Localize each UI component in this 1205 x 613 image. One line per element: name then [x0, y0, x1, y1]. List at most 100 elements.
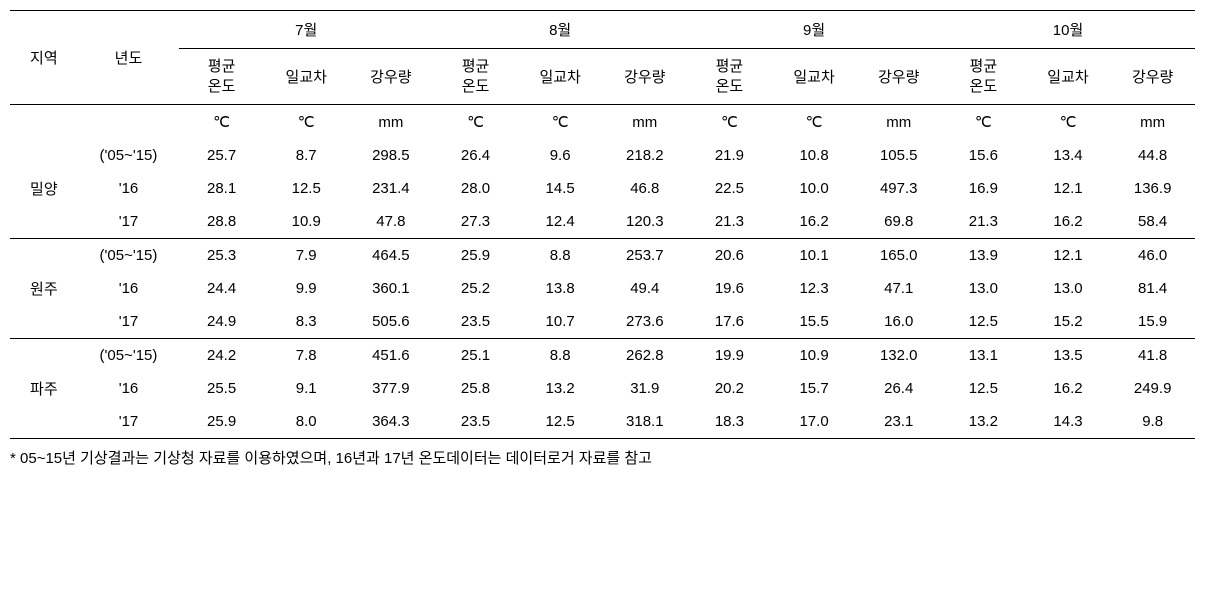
data-cell: 9.8	[1110, 405, 1195, 439]
data-cell: 10.1	[772, 239, 857, 273]
data-cell: 12.5	[264, 172, 349, 205]
region-name: 파주	[10, 339, 78, 439]
unit-temp: ℃	[264, 105, 349, 140]
year-cell: '17	[78, 305, 180, 339]
data-cell: 8.7	[264, 139, 349, 172]
climate-data-table: 지역 년도 7월 8월 9월 10월 평균온도 일교차 강우량 평균온도 일교차…	[10, 10, 1195, 439]
data-cell: 26.4	[856, 372, 941, 405]
year-cell: ('05~'15)	[78, 339, 180, 373]
unit-temp: ℃	[518, 105, 603, 140]
data-cell: 9.1	[264, 372, 349, 405]
region-name: 원주	[10, 239, 78, 339]
data-cell: 25.9	[433, 239, 518, 273]
data-cell: 13.2	[941, 405, 1026, 439]
data-cell: 8.8	[518, 339, 603, 373]
data-cell: 17.0	[772, 405, 857, 439]
header-month-9: 9월	[687, 11, 941, 49]
unit-mm: mm	[856, 105, 941, 140]
data-cell: 15.5	[772, 305, 857, 339]
data-cell: 58.4	[1110, 205, 1195, 239]
unit-temp: ℃	[433, 105, 518, 140]
data-cell: 464.5	[349, 239, 434, 273]
unit-mm: mm	[349, 105, 434, 140]
data-cell: 231.4	[349, 172, 434, 205]
unit-temp: ℃	[179, 105, 264, 140]
data-cell: 12.3	[772, 272, 857, 305]
data-cell: 28.8	[179, 205, 264, 239]
data-cell: 15.7	[772, 372, 857, 405]
data-cell: 105.5	[856, 139, 941, 172]
data-cell: 16.0	[856, 305, 941, 339]
data-cell: 13.0	[941, 272, 1026, 305]
data-cell: 49.4	[602, 272, 687, 305]
data-cell: 46.0	[1110, 239, 1195, 273]
data-cell: 318.1	[602, 405, 687, 439]
data-cell: 249.9	[1110, 372, 1195, 405]
data-cell: 10.7	[518, 305, 603, 339]
data-cell: 25.9	[179, 405, 264, 439]
data-cell: 505.6	[349, 305, 434, 339]
data-cell: 17.6	[687, 305, 772, 339]
header-month-7: 7월	[179, 11, 433, 49]
header-avg-temp-7: 평균온도	[179, 49, 264, 105]
data-cell: 7.8	[264, 339, 349, 373]
data-cell: 41.8	[1110, 339, 1195, 373]
data-cell: 377.9	[349, 372, 434, 405]
data-cell: 23.5	[433, 305, 518, 339]
data-cell: 25.8	[433, 372, 518, 405]
header-daily-range-7: 일교차	[264, 49, 349, 105]
header-year: 년도	[78, 11, 180, 105]
data-cell: 25.7	[179, 139, 264, 172]
data-cell: 19.9	[687, 339, 772, 373]
table-row: '1725.98.0364.323.512.5318.118.317.023.1…	[10, 405, 1195, 439]
table-row: '1724.98.3505.623.510.7273.617.615.516.0…	[10, 305, 1195, 339]
table-row: '1625.59.1377.925.813.231.920.215.726.41…	[10, 372, 1195, 405]
year-cell: '17	[78, 205, 180, 239]
units-row: ℃℃mm℃℃mm℃℃mm℃℃mm	[10, 105, 1195, 140]
header-avg-temp-8: 평균온도	[433, 49, 518, 105]
footnote-text: * 05~15년 기상결과는 기상청 자료를 이용하였으며, 16년과 17년 …	[10, 447, 1195, 471]
data-cell: 25.5	[179, 372, 264, 405]
data-cell: 14.5	[518, 172, 603, 205]
data-cell: 13.8	[518, 272, 603, 305]
data-cell: 20.2	[687, 372, 772, 405]
data-cell: 12.4	[518, 205, 603, 239]
region-name: 밀양	[10, 139, 78, 239]
data-cell: 23.1	[856, 405, 941, 439]
data-cell: 12.5	[941, 372, 1026, 405]
data-cell: 26.4	[433, 139, 518, 172]
header-month-8: 8월	[433, 11, 687, 49]
unit-mm: mm	[602, 105, 687, 140]
data-cell: 18.3	[687, 405, 772, 439]
data-cell: 16.2	[1026, 372, 1111, 405]
data-cell: 24.2	[179, 339, 264, 373]
data-cell: 9.6	[518, 139, 603, 172]
data-cell: 10.9	[264, 205, 349, 239]
year-cell: '17	[78, 405, 180, 439]
data-cell: 28.0	[433, 172, 518, 205]
data-cell: 8.3	[264, 305, 349, 339]
data-cell: 8.8	[518, 239, 603, 273]
unit-temp: ℃	[687, 105, 772, 140]
data-cell: 25.1	[433, 339, 518, 373]
header-daily-range-10: 일교차	[1026, 49, 1111, 105]
data-cell: 27.3	[433, 205, 518, 239]
data-cell: 25.3	[179, 239, 264, 273]
data-cell: 12.5	[941, 305, 1026, 339]
data-cell: 28.1	[179, 172, 264, 205]
year-cell: '16	[78, 372, 180, 405]
data-cell: 9.9	[264, 272, 349, 305]
table-row: '1624.49.9360.125.213.849.419.612.347.11…	[10, 272, 1195, 305]
data-cell: 16.9	[941, 172, 1026, 205]
header-daily-range-9: 일교차	[772, 49, 857, 105]
data-cell: 21.3	[941, 205, 1026, 239]
data-cell: 364.3	[349, 405, 434, 439]
data-cell: 16.2	[772, 205, 857, 239]
table-body: ℃℃mm℃℃mm℃℃mm℃℃mm밀양('05~'15)25.78.7298.52…	[10, 105, 1195, 439]
data-cell: 15.6	[941, 139, 1026, 172]
table-row: 밀양('05~'15)25.78.7298.526.49.6218.221.91…	[10, 139, 1195, 172]
data-cell: 46.8	[602, 172, 687, 205]
data-cell: 47.1	[856, 272, 941, 305]
data-cell: 218.2	[602, 139, 687, 172]
unit-temp: ℃	[772, 105, 857, 140]
